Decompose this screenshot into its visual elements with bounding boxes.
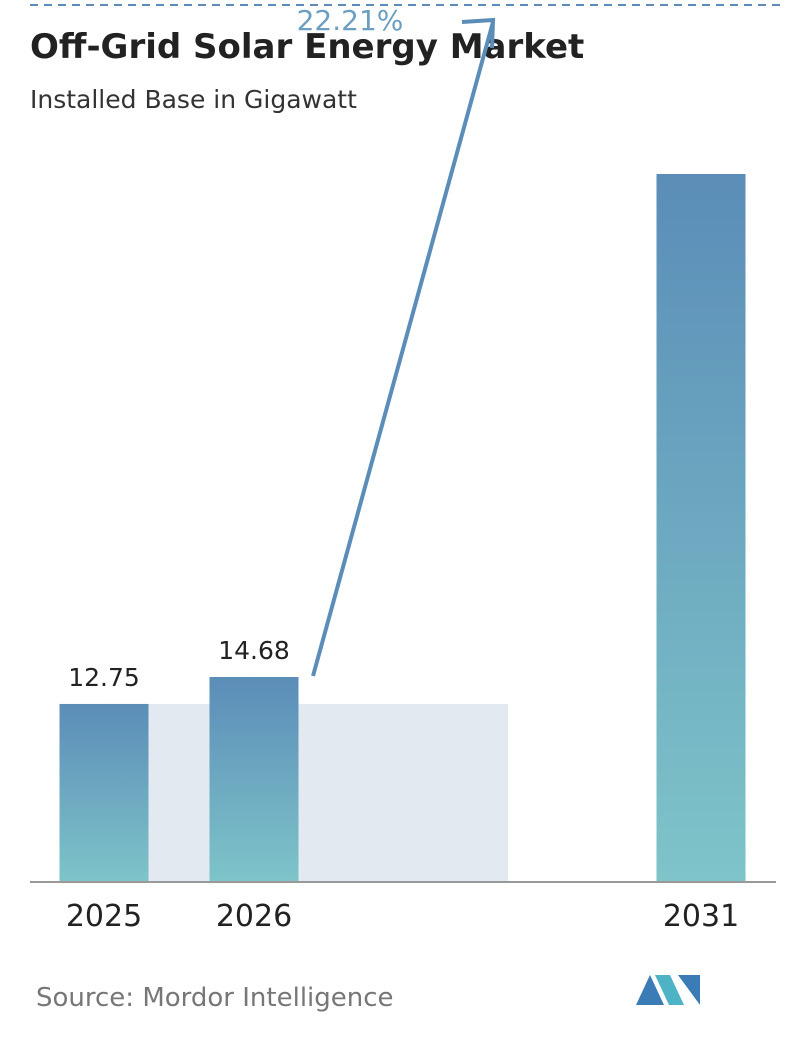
bar: [656, 174, 746, 882]
plot: [59, 174, 746, 882]
value-label: 12.75: [68, 663, 140, 692]
value-label: 14.68: [218, 636, 290, 665]
cagr-arrowhead: [461, 17, 496, 49]
bar: [209, 677, 299, 882]
cagr-arrow: [311, 21, 495, 677]
chart-subtitle: Installed Base in Gigawatt: [30, 85, 357, 114]
logo: [636, 975, 700, 1005]
reference-band: [104, 703, 508, 882]
x-tick-label: 2026: [216, 899, 292, 934]
x-tick-label: 2025: [66, 899, 142, 934]
bar: [59, 703, 149, 882]
cagr-label: 22.21%: [297, 4, 404, 37]
source: Source: Mordor Intelligence: [36, 983, 394, 1013]
x-tick-label: 2031: [663, 899, 739, 934]
